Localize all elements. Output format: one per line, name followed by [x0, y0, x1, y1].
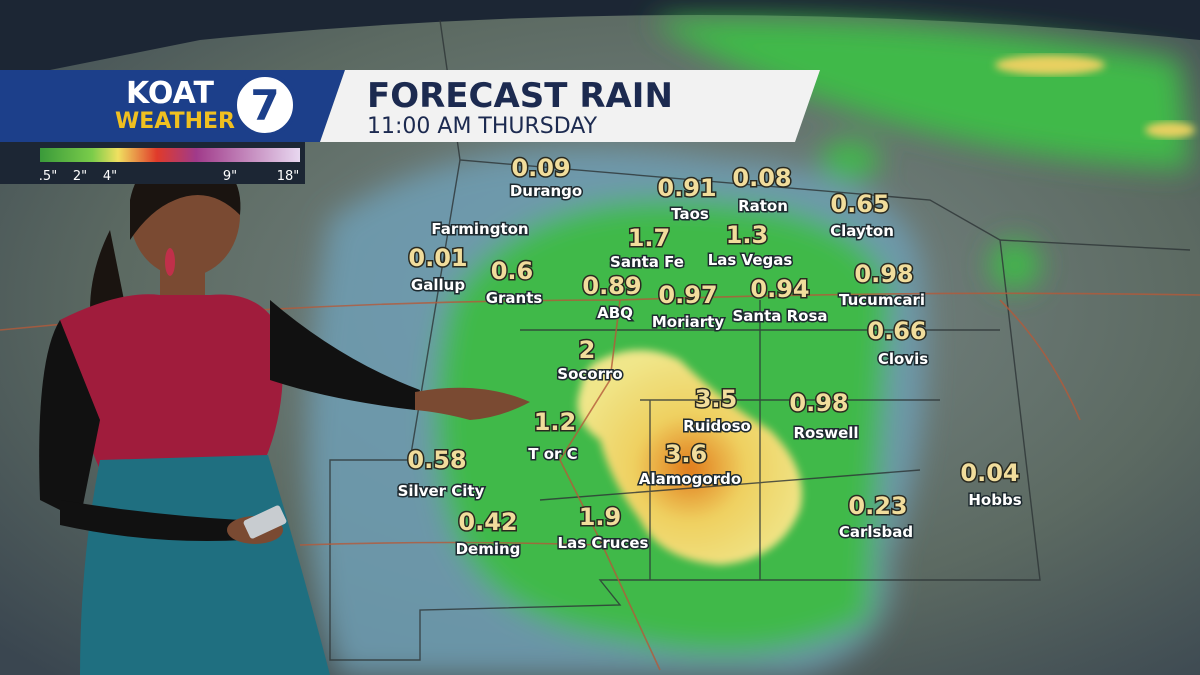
rain-value: 0.42 — [458, 508, 517, 536]
city-name: Gallup — [411, 276, 465, 294]
legend-label: 4" — [103, 169, 117, 184]
rain-value: 0.23 — [848, 492, 907, 520]
title: FORECAST RAIN — [367, 76, 673, 116]
city-name: Roswell — [793, 424, 858, 442]
city-name: Clayton — [830, 222, 894, 240]
rain-spot — [1145, 122, 1195, 138]
presenter — [39, 153, 530, 675]
city-name: Moriarty — [652, 313, 724, 331]
rain-value: 1.7 — [628, 224, 671, 252]
rain-value: 1.3 — [726, 221, 769, 249]
city-name: Raton — [738, 197, 788, 215]
logo-segment: WEATHER — [115, 109, 235, 134]
legend-label: 2" — [73, 169, 87, 184]
city-name: Farmington — [431, 220, 528, 238]
rain-value: 3.5 — [695, 385, 738, 413]
title-panel — [320, 70, 820, 142]
city-name: Clovis — [878, 350, 928, 368]
rain-value: 0.01 — [408, 244, 467, 272]
rain-value: 0.04 — [960, 459, 1019, 487]
legend-label: 18" — [277, 169, 300, 184]
city-name: Santa Fe — [610, 253, 684, 271]
rain-value: 0.98 — [789, 389, 848, 417]
rain-value: 0.91 — [657, 174, 716, 202]
rain-value: 0.08 — [732, 164, 791, 192]
city-name: ABQ — [597, 304, 633, 322]
city-name: Deming — [456, 540, 521, 558]
heavy-rain-area — [577, 350, 802, 565]
logo-circle — [233, 73, 297, 137]
rain-value: 1.2 — [534, 408, 577, 436]
rain-value: 0.09 — [511, 154, 570, 182]
logo-station: KOAT — [126, 76, 214, 111]
city-name: Las Cruces — [558, 534, 649, 552]
legend: .5" 2" 4" 9" 18" — [39, 169, 299, 184]
rain-value: 3.6 — [665, 440, 708, 468]
city-name: T or C — [528, 445, 577, 463]
city-name: Santa Rosa — [732, 307, 827, 325]
city-name: Grants — [486, 289, 543, 307]
city-name: Carlsbad — [839, 523, 913, 541]
rain-value: 0.97 — [658, 281, 717, 309]
rain-value: 0.94 — [750, 275, 809, 303]
city-name: Tucumcari — [839, 291, 925, 309]
rain-value: 0.65 — [830, 190, 889, 218]
logo-channel: 7 — [250, 81, 279, 130]
city-name: Hobbs — [968, 491, 1021, 509]
rain-value: 0.66 — [867, 317, 926, 345]
city-name: Ruidoso — [683, 417, 751, 435]
city-name: Silver City — [398, 482, 485, 500]
city-name: Socorro — [557, 365, 622, 383]
subtitle: 11:00 AM THURSDAY — [367, 114, 598, 139]
legend-colorbar — [40, 148, 300, 162]
header-banner: KOAT WEATHER 7 FORECAST RAIN 11:00 AM TH… — [0, 70, 820, 184]
legend-label: .5" — [39, 169, 57, 184]
rain-spot — [995, 55, 1105, 75]
rain-value: 0.58 — [407, 446, 466, 474]
rain-value: 0.89 — [582, 272, 641, 300]
city-name: Taos — [671, 205, 709, 223]
sky — [0, 0, 1200, 80]
rain-value: 1.9 — [579, 503, 622, 531]
rain-value: 2 — [579, 336, 596, 364]
city-name: Durango — [510, 182, 582, 200]
city-name: Las Vegas — [708, 251, 793, 269]
rain-value: 0.98 — [854, 260, 913, 288]
city-name: Alamogordo — [639, 470, 741, 488]
rain-value: 0.6 — [491, 257, 534, 285]
legend-label: 9" — [223, 169, 237, 184]
